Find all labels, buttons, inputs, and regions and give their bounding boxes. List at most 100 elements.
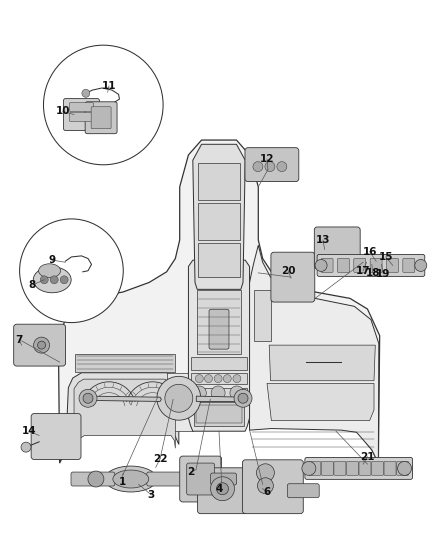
FancyBboxPatch shape (321, 462, 333, 475)
Circle shape (398, 462, 412, 475)
FancyBboxPatch shape (211, 473, 237, 485)
FancyBboxPatch shape (198, 468, 247, 514)
Text: 17: 17 (356, 266, 371, 276)
FancyBboxPatch shape (147, 472, 191, 486)
Circle shape (21, 442, 31, 452)
Text: 19: 19 (376, 269, 390, 279)
Text: 7: 7 (15, 335, 23, 345)
Text: 3: 3 (148, 490, 155, 500)
FancyBboxPatch shape (70, 112, 93, 122)
FancyBboxPatch shape (71, 472, 115, 486)
Circle shape (302, 462, 316, 475)
FancyBboxPatch shape (187, 463, 215, 495)
FancyBboxPatch shape (85, 102, 117, 134)
FancyBboxPatch shape (346, 462, 358, 475)
FancyBboxPatch shape (91, 107, 111, 128)
FancyBboxPatch shape (334, 462, 346, 475)
FancyBboxPatch shape (359, 462, 371, 475)
Circle shape (34, 337, 49, 353)
FancyBboxPatch shape (305, 457, 413, 479)
FancyBboxPatch shape (180, 456, 222, 502)
Polygon shape (191, 357, 247, 370)
Circle shape (277, 161, 287, 172)
FancyBboxPatch shape (321, 259, 333, 272)
FancyBboxPatch shape (271, 252, 315, 302)
Polygon shape (249, 245, 379, 463)
Text: 2: 2 (187, 467, 194, 477)
Polygon shape (74, 379, 175, 448)
Circle shape (265, 161, 275, 172)
Text: 13: 13 (316, 235, 330, 245)
Circle shape (223, 375, 231, 383)
Circle shape (415, 260, 427, 271)
Polygon shape (193, 144, 245, 289)
Circle shape (238, 393, 248, 403)
Polygon shape (198, 243, 240, 277)
FancyBboxPatch shape (396, 462, 409, 475)
FancyBboxPatch shape (384, 462, 396, 475)
FancyBboxPatch shape (243, 460, 303, 514)
Circle shape (256, 464, 274, 482)
FancyBboxPatch shape (337, 259, 350, 272)
Text: 6: 6 (263, 487, 271, 497)
Circle shape (157, 376, 201, 420)
FancyBboxPatch shape (14, 324, 66, 366)
FancyBboxPatch shape (317, 254, 425, 277)
Polygon shape (198, 163, 240, 200)
Circle shape (88, 471, 104, 487)
Circle shape (165, 384, 193, 412)
Polygon shape (191, 387, 247, 398)
Circle shape (40, 276, 48, 284)
FancyBboxPatch shape (371, 462, 384, 475)
Polygon shape (198, 203, 240, 240)
FancyBboxPatch shape (309, 462, 321, 475)
Circle shape (60, 276, 68, 284)
Ellipse shape (113, 470, 149, 488)
Polygon shape (65, 373, 179, 457)
Text: 18: 18 (365, 268, 380, 278)
Circle shape (216, 483, 229, 495)
Circle shape (43, 45, 163, 165)
Circle shape (214, 375, 222, 383)
Circle shape (233, 375, 241, 383)
Polygon shape (267, 383, 374, 421)
Circle shape (50, 276, 58, 284)
Polygon shape (194, 402, 244, 426)
Text: 4: 4 (215, 483, 223, 494)
Text: 15: 15 (378, 252, 393, 262)
FancyBboxPatch shape (245, 148, 299, 182)
Circle shape (211, 477, 234, 500)
Text: 1: 1 (118, 477, 126, 487)
Ellipse shape (33, 267, 71, 293)
Ellipse shape (105, 466, 157, 492)
Text: 16: 16 (362, 247, 377, 256)
Circle shape (315, 260, 327, 271)
Ellipse shape (39, 264, 60, 278)
Circle shape (83, 393, 93, 403)
Polygon shape (254, 290, 271, 341)
FancyBboxPatch shape (354, 259, 366, 272)
Circle shape (20, 219, 123, 322)
FancyBboxPatch shape (386, 259, 399, 272)
FancyBboxPatch shape (31, 414, 81, 459)
Text: 9: 9 (49, 255, 56, 265)
FancyBboxPatch shape (370, 259, 382, 272)
Text: 20: 20 (281, 266, 295, 276)
Circle shape (205, 375, 212, 383)
Text: 14: 14 (22, 426, 36, 436)
Polygon shape (88, 396, 161, 401)
Circle shape (82, 90, 90, 98)
Polygon shape (75, 354, 175, 372)
FancyBboxPatch shape (64, 99, 99, 131)
Circle shape (38, 341, 46, 349)
Text: 22: 22 (153, 454, 167, 464)
Circle shape (195, 375, 203, 383)
Polygon shape (191, 373, 247, 384)
FancyBboxPatch shape (314, 227, 360, 269)
Text: 8: 8 (28, 280, 36, 290)
Polygon shape (58, 140, 380, 463)
Polygon shape (166, 373, 193, 431)
Polygon shape (188, 260, 250, 431)
Polygon shape (197, 290, 241, 354)
Polygon shape (196, 396, 247, 401)
